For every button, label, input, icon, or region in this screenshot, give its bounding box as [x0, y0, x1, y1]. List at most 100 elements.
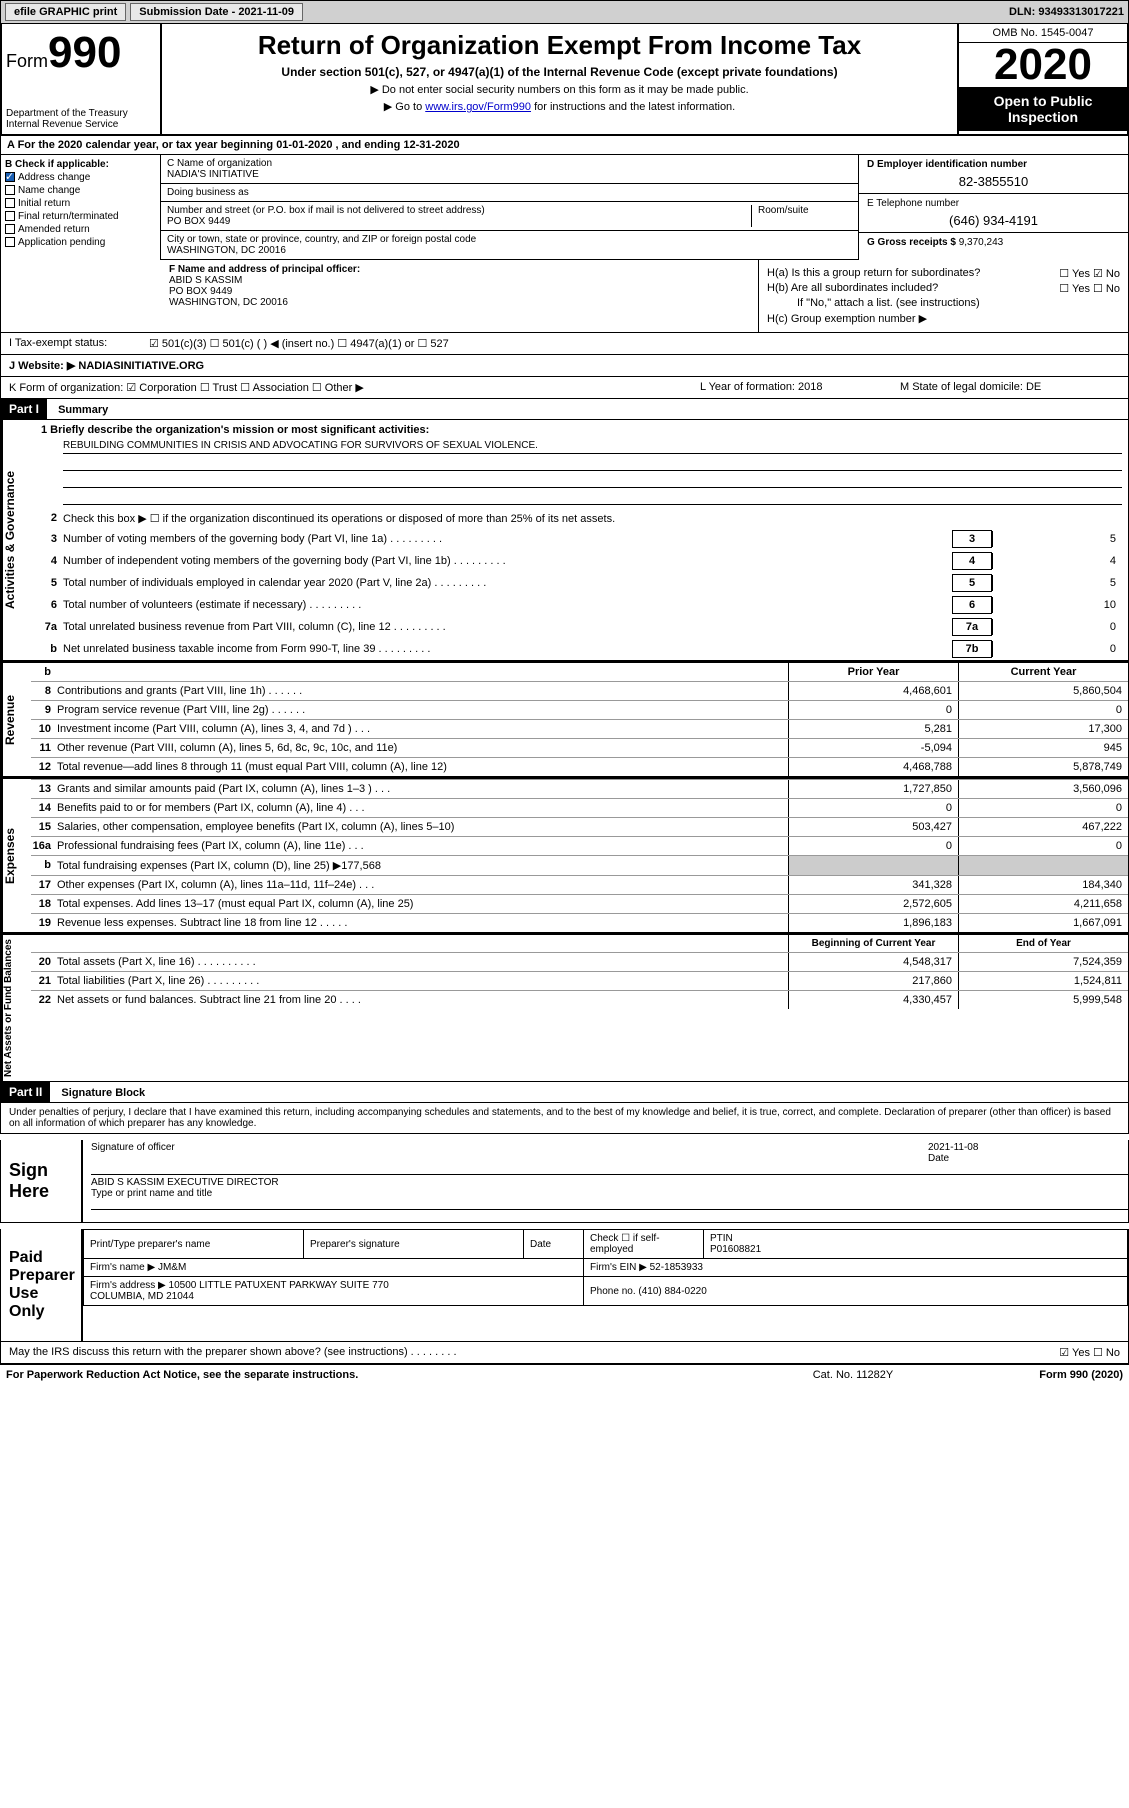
- chk-address-change[interactable]: Address change: [5, 172, 156, 183]
- footer-row: For Paperwork Reduction Act Notice, see …: [0, 1364, 1129, 1385]
- paid-preparer-section: Paid Preparer Use Only Print/Type prepar…: [0, 1229, 1129, 1342]
- officer-addr1: PO BOX 9449: [169, 286, 750, 297]
- row-a-tax-year: A For the 2020 calendar year, or tax yea…: [0, 136, 1129, 155]
- efile-button[interactable]: efile GRAPHIC print: [5, 3, 126, 21]
- website-row: J Website: ▶ NADIASINITIATIVE.ORG: [0, 355, 1129, 377]
- perjury-text: Under penalties of perjury, I declare th…: [0, 1103, 1129, 1134]
- vert-label-exp: Expenses: [1, 779, 31, 932]
- discuss-row: May the IRS discuss this return with the…: [0, 1342, 1129, 1364]
- chk-amended-return[interactable]: Amended return: [5, 224, 156, 235]
- section-f-h: F Name and address of principal officer:…: [0, 260, 1129, 333]
- hb-answer[interactable]: ☐ Yes ☐ No: [1059, 282, 1120, 295]
- k-form-org[interactable]: K Form of organization: ☑ Corporation ☐ …: [9, 381, 700, 394]
- firm-name: JM&M: [158, 1262, 186, 1273]
- footer-mid: Cat. No. 11282Y: [763, 1369, 943, 1381]
- chk-initial-return[interactable]: Initial return: [5, 198, 156, 209]
- prep-check[interactable]: Check ☐ if self-employed: [584, 1230, 704, 1259]
- hb-label: H(b) Are all subordinates included?: [767, 282, 938, 294]
- part1-title: Summary: [50, 404, 108, 416]
- prep-name-label: Print/Type preparer's name: [84, 1230, 304, 1259]
- city-value: WASHINGTON, DC 20016: [167, 245, 852, 256]
- prep-date-label: Date: [524, 1230, 584, 1259]
- vert-label-na: Net Assets or Fund Balances: [1, 935, 31, 1081]
- officer-name: ABID S KASSIM: [169, 275, 750, 286]
- box-d: D Employer identification number 82-3855…: [858, 155, 1128, 260]
- current-year-header: Current Year: [958, 663, 1128, 681]
- tel-cell: E Telephone number (646) 934-4191: [859, 194, 1128, 233]
- ha-answer[interactable]: ☐ Yes ☑ No: [1059, 267, 1120, 280]
- chk-name-change[interactable]: Name change: [5, 185, 156, 196]
- line-8: 8 Contributions and grants (Part VIII, l…: [31, 681, 1128, 700]
- tax-status-opts[interactable]: ☑ 501(c)(3) ☐ 501(c) ( ) ◀ (insert no.) …: [149, 337, 449, 350]
- line-13: 13 Grants and similar amounts paid (Part…: [31, 779, 1128, 798]
- line-7a: 7a Total unrelated business revenue from…: [31, 616, 1128, 638]
- website-value[interactable]: NADIASINITIATIVE.ORG: [78, 360, 204, 372]
- dept-label: Department of the Treasury Internal Reve…: [6, 108, 156, 130]
- form-title-box: Return of Organization Exempt From Incom…: [162, 24, 957, 134]
- box-f: F Name and address of principal officer:…: [161, 260, 758, 332]
- instructions-link[interactable]: www.irs.gov/Form990: [425, 101, 531, 113]
- open-inspection: Open to Public Inspection: [959, 87, 1127, 131]
- line-b: b Total fundraising expenses (Part IX, c…: [31, 855, 1128, 875]
- line-10: 10 Investment income (Part VIII, column …: [31, 719, 1128, 738]
- firm-name-label: Firm's name ▶: [90, 1262, 155, 1273]
- mission-blank3: [63, 491, 1122, 505]
- addr-cell: Number and street (or P.O. box if mail i…: [161, 202, 858, 231]
- line-3: 3 Number of voting members of the govern…: [31, 528, 1128, 550]
- form-subtitle: Under section 501(c), 527, or 4947(a)(1)…: [168, 65, 951, 79]
- org-name-label: C Name of organization: [167, 158, 852, 169]
- part1-header: Part I: [1, 399, 47, 419]
- line-22: 22 Net assets or fund balances. Subtract…: [31, 990, 1128, 1009]
- form-number: 990: [48, 28, 121, 77]
- section-b-c-d: B Check if applicable: Address change Na…: [0, 155, 1129, 260]
- tel-label: E Telephone number: [867, 198, 1120, 209]
- submission-date: Submission Date - 2021-11-09: [130, 3, 303, 21]
- firm-ein-label: Firm's EIN ▶: [590, 1262, 647, 1273]
- part2-header-row: Part II Signature Block: [0, 1082, 1129, 1103]
- form-id-box: Form990 Department of the Treasury Inter…: [2, 24, 162, 134]
- preparer-table: Print/Type preparer's name Preparer's si…: [83, 1229, 1128, 1306]
- line-4: 4 Number of independent voting members o…: [31, 550, 1128, 572]
- footer-left: For Paperwork Reduction Act Notice, see …: [6, 1369, 763, 1381]
- gross-cell: G Gross receipts $ 9,370,243: [859, 233, 1128, 252]
- chk-application-pending[interactable]: Application pending: [5, 237, 156, 248]
- phone-label: Phone no.: [590, 1286, 636, 1297]
- beg-year-header: Beginning of Current Year: [788, 935, 958, 952]
- vert-label-ag: Activities & Governance: [1, 420, 31, 660]
- box-c: C Name of organization NADIA'S INITIATIV…: [161, 155, 858, 260]
- type-label: Type or print name and title: [91, 1188, 212, 1199]
- tax-status-label: I Tax-exempt status:: [9, 337, 149, 350]
- line-12: 12 Total revenue—add lines 8 through 11 …: [31, 757, 1128, 776]
- website-label: J Website: ▶: [9, 360, 75, 372]
- org-name: NADIA'S INITIATIVE: [167, 169, 852, 180]
- vert-label-rev: Revenue: [1, 663, 31, 776]
- gross-value: 9,370,243: [959, 237, 1004, 248]
- line-11: 11 Other revenue (Part VIII, column (A),…: [31, 738, 1128, 757]
- chk-final-return[interactable]: Final return/terminated: [5, 211, 156, 222]
- mission-blank1: [63, 457, 1122, 471]
- line-20: 20 Total assets (Part X, line 16) . . . …: [31, 952, 1128, 971]
- hb-note: If "No," attach a list. (see instruction…: [767, 297, 1120, 309]
- discuss-text: May the IRS discuss this return with the…: [9, 1346, 1059, 1359]
- q2-text: Check this box ▶ ☐ if the organization d…: [63, 512, 1122, 525]
- tax-year: 2020: [959, 43, 1127, 87]
- dba-label: Doing business as: [167, 187, 852, 198]
- officer-addr2: WASHINGTON, DC 20016: [169, 297, 750, 308]
- line-7b: b Net unrelated business taxable income …: [31, 638, 1128, 660]
- revenue-section: Revenue b Prior Year Current Year 8 Cont…: [0, 661, 1129, 777]
- form-header-row: Form990 Department of the Treasury Inter…: [0, 24, 1129, 136]
- room-label: Room/suite: [752, 205, 852, 227]
- firm-addr-label: Firm's address ▶: [90, 1280, 166, 1291]
- box-h: H(a) Is this a group return for subordin…: [758, 260, 1128, 332]
- discuss-answer[interactable]: ☑ Yes ☐ No: [1059, 1346, 1120, 1359]
- activities-governance: Activities & Governance 1 Briefly descri…: [0, 420, 1129, 661]
- sig-date-value: 2021-11-08: [928, 1142, 978, 1153]
- org-name-cell: C Name of organization NADIA'S INITIATIV…: [161, 155, 858, 184]
- line-21: 21 Total liabilities (Part X, line 26) .…: [31, 971, 1128, 990]
- mission-text: REBUILDING COMMUNITIES IN CRISIS AND ADV…: [63, 440, 1122, 454]
- tel-value: (646) 934-4191: [867, 213, 1120, 228]
- ein-value: 82-3855510: [867, 174, 1120, 189]
- sign-here-section: Sign Here Signature of officer 2021-11-0…: [0, 1140, 1129, 1223]
- ha-label: H(a) Is this a group return for subordin…: [767, 267, 980, 279]
- sign-here-label: Sign Here: [1, 1140, 81, 1222]
